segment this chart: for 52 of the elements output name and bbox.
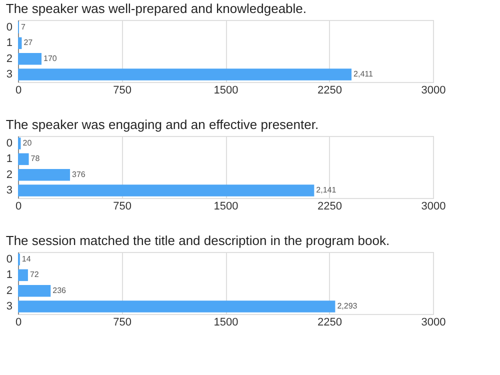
- data-label: 20: [22, 138, 32, 148]
- x-tick-label: 0: [15, 200, 22, 212]
- y-tick-label: 3: [6, 68, 12, 81]
- x-tick-label: 750: [113, 200, 132, 212]
- bar: [18, 37, 22, 50]
- bar: [18, 184, 314, 196]
- y-tick-label: 1: [6, 269, 12, 282]
- bar: [18, 52, 42, 65]
- y-tick-label: 2: [6, 52, 12, 65]
- bar: [18, 168, 70, 181]
- x-tick-label: 750: [113, 84, 132, 96]
- y-tick-label: 0: [6, 137, 12, 150]
- y-tick-label: 3: [6, 300, 12, 313]
- chart-title: The speaker was well-prepared and knowledgeable.: [6, 1, 307, 16]
- data-label: 72: [30, 270, 40, 280]
- x-tick-label: 2250: [318, 316, 342, 328]
- data-label: 7: [20, 22, 26, 32]
- bar: [18, 68, 352, 80]
- x-tick-label: 0: [15, 316, 22, 328]
- x-tick-label: 3000: [421, 316, 446, 328]
- data-label: 2,293: [337, 302, 358, 311]
- data-label: 376: [72, 170, 86, 179]
- x-tick-label: 1500: [214, 200, 238, 212]
- y-tick-label: 3: [6, 184, 12, 197]
- data-label: 2,141: [316, 186, 337, 195]
- data-label: 170: [44, 54, 58, 63]
- data-label: 78: [30, 154, 40, 164]
- chart-title: The speaker was engaging and an effective presenter.: [6, 117, 319, 132]
- bar: [18, 138, 21, 150]
- bar: [18, 300, 336, 312]
- data-label: 236: [52, 286, 67, 295]
- x-tick-label: 1500: [214, 84, 238, 96]
- x-tick-label: 2250: [318, 200, 342, 212]
- data-label: 14: [22, 254, 32, 264]
- x-tick-label: 3000: [421, 84, 446, 96]
- bar: [18, 153, 29, 166]
- data-label: 2,411: [354, 70, 374, 79]
- bar: [18, 269, 28, 282]
- data-label: 27: [24, 38, 34, 48]
- x-tick-label: 2250: [318, 84, 342, 96]
- y-tick-label: 1: [6, 153, 12, 166]
- bar: [18, 284, 51, 297]
- y-tick-label: 0: [6, 21, 12, 34]
- y-tick-label: 1: [6, 37, 12, 50]
- x-tick-label: 750: [113, 316, 132, 328]
- y-tick-label: 2: [6, 168, 12, 181]
- x-tick-label: 3000: [421, 200, 446, 212]
- y-tick-label: 2: [6, 284, 12, 297]
- x-tick-label: 1500: [214, 316, 238, 328]
- y-tick-label: 0: [6, 253, 12, 266]
- chart-title: The session matched the title and description in the program book.: [6, 233, 390, 248]
- x-tick-label: 0: [15, 84, 22, 96]
